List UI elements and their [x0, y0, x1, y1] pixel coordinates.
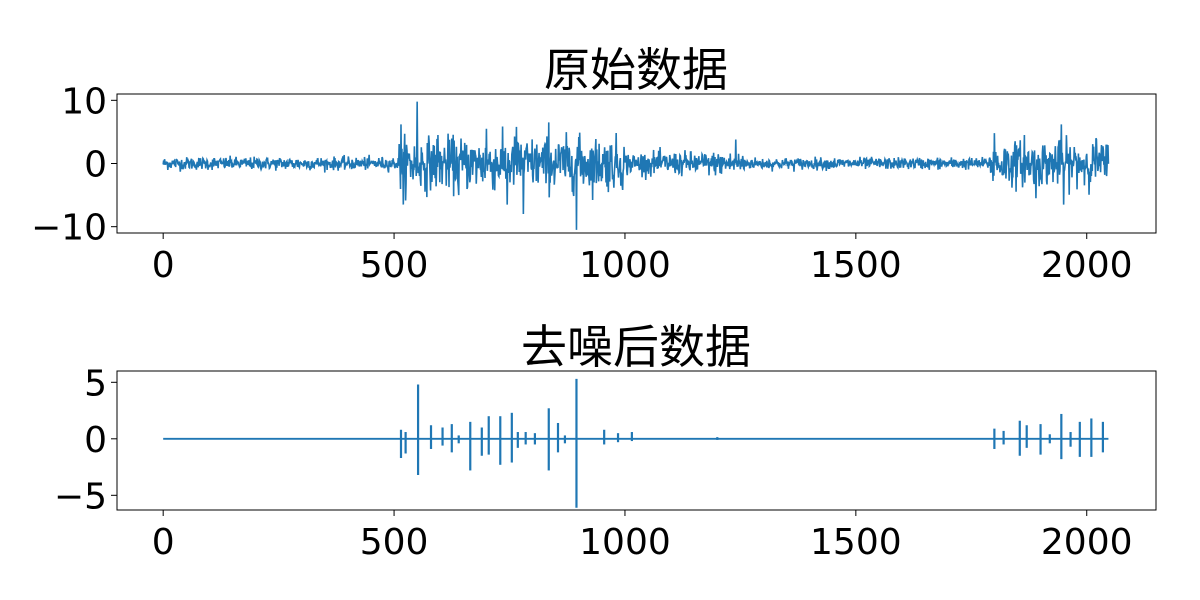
denoised-data-x-tick-label: 500 — [360, 522, 429, 563]
raw-data-line — [162, 101, 1110, 230]
denoised-data-subplot: 去噪后数据 0 500 1000 1500 2000 −5 0 5 — [54, 320, 1157, 563]
denoised-data-y-tick-label: −5 — [54, 476, 107, 517]
denoised-data-series — [163, 378, 1109, 508]
raw-data-x-tick-label: 0 — [152, 245, 175, 286]
raw-data-y-tick-label: 0 — [84, 145, 107, 186]
denoised-data-frame — [116, 370, 1157, 511]
denoised-data-x-tick-label: 0 — [152, 522, 175, 563]
raw-data-x-tick-label: 1500 — [810, 245, 902, 286]
raw-data-x-ticks: 0 500 1000 1500 2000 — [152, 233, 1133, 286]
raw-data-y-ticks: −10 0 10 — [31, 81, 117, 249]
raw-data-x-tick-label: 500 — [360, 245, 429, 286]
denoised-data-x-tick-label: 2000 — [1041, 522, 1133, 563]
denoised-data-title: 去噪后数据 — [521, 320, 751, 374]
denoised-data-x-ticks: 0 500 1000 1500 2000 — [152, 510, 1133, 563]
raw-data-subplot: 原始数据 0 500 1000 1500 2000 −10 0 10 — [31, 43, 1157, 286]
raw-data-x-tick-label: 1000 — [579, 245, 671, 286]
raw-data-y-tick-label: 10 — [61, 81, 107, 122]
raw-data-x-tick-label: 2000 — [1041, 245, 1133, 286]
denoised-data-x-tick-label: 1500 — [810, 522, 902, 563]
raw-data-series — [162, 101, 1110, 230]
denoised-data-y-tick-label: 0 — [84, 420, 107, 461]
denoised-data-y-tick-label: 5 — [84, 363, 107, 404]
denoised-data-x-tick-label: 1000 — [579, 522, 671, 563]
raw-data-y-tick-label: −10 — [31, 208, 107, 249]
raw-data-title: 原始数据 — [544, 43, 728, 97]
denoised-data-y-ticks: −5 0 5 — [54, 363, 117, 517]
